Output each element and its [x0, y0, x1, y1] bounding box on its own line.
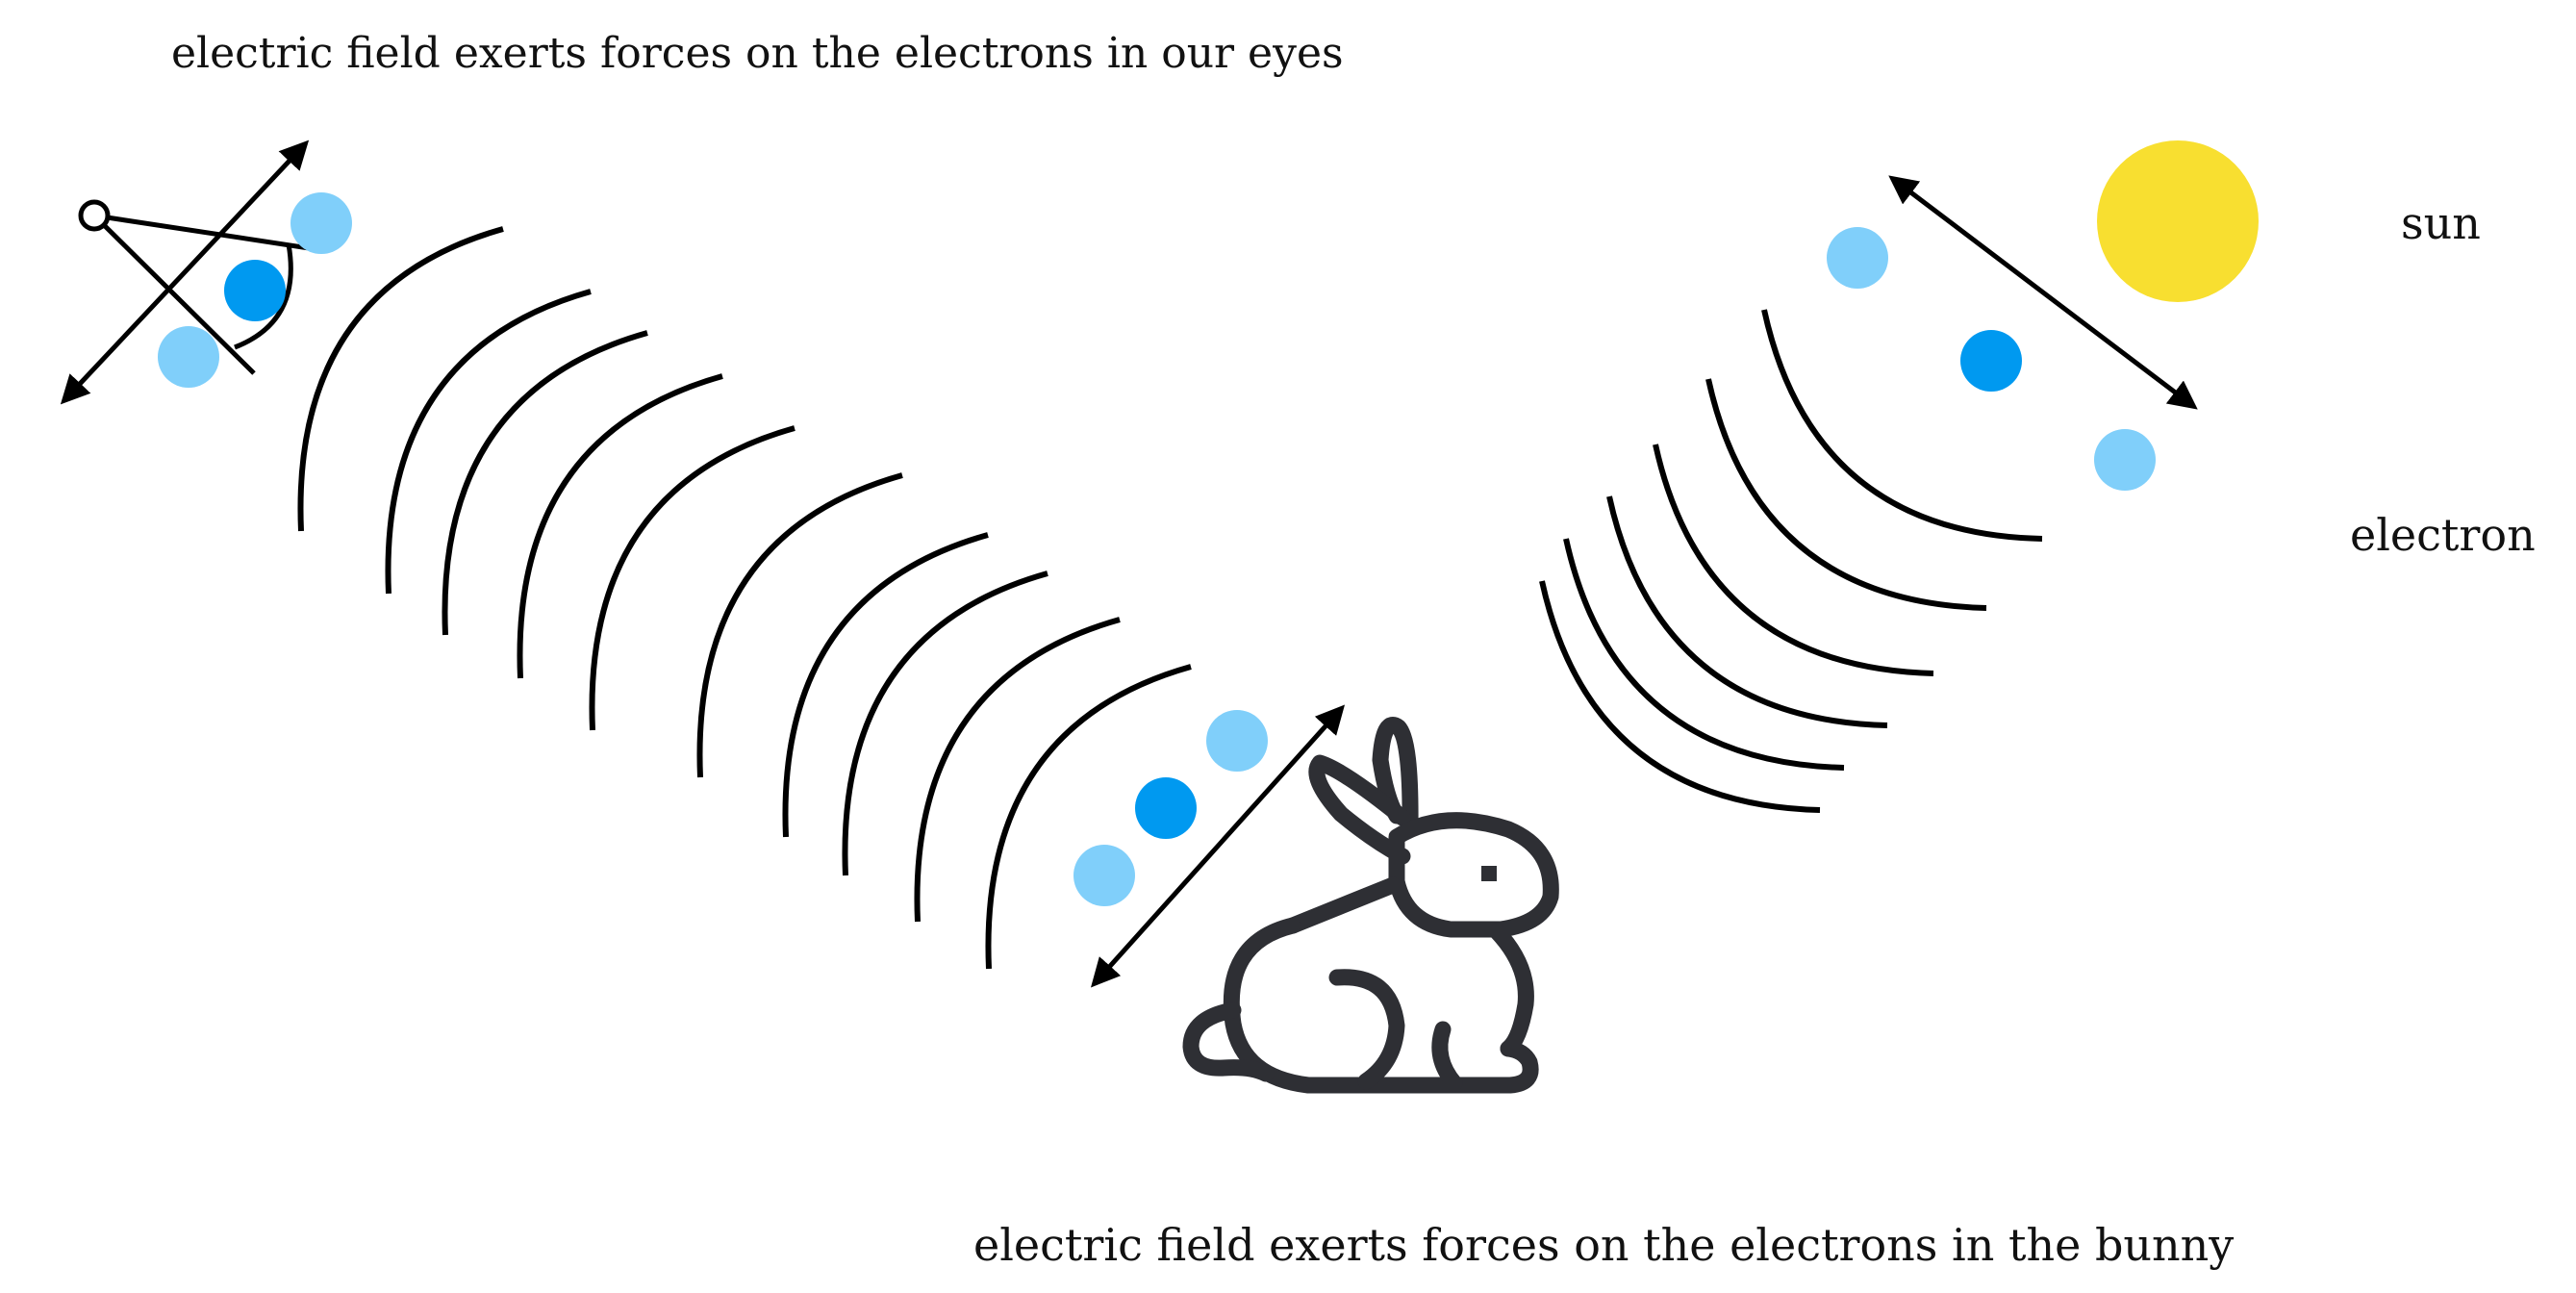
- electron-icon: [224, 260, 286, 321]
- wave-front: [696, 472, 903, 778]
- electron-icon: [1206, 710, 1268, 772]
- sun-icon: [2097, 140, 2259, 302]
- wave-front: [1761, 309, 2043, 542]
- electron-icon: [1135, 777, 1197, 839]
- electron-icon: [2094, 429, 2156, 491]
- sun-label: sun: [2401, 197, 2481, 249]
- wave-front: [1705, 378, 1987, 611]
- electron-icon: [290, 192, 352, 254]
- wave-front: [1606, 495, 1888, 728]
- wave-front: [385, 289, 592, 595]
- sun-electron-group: [1827, 227, 2156, 491]
- wave-front: [297, 226, 504, 532]
- eye-electron-group: [158, 192, 352, 388]
- eyes-caption: electric field exerts forces on the elec…: [171, 29, 1344, 78]
- wave-front: [1653, 444, 1934, 676]
- sun-to-bunny-waves: [1539, 309, 2043, 813]
- bunny-eye-icon: [1481, 866, 1497, 881]
- electron-icon: [1960, 330, 2022, 392]
- electron-icon: [1827, 227, 1888, 289]
- wave-front: [782, 532, 989, 838]
- eye-electron-double-arrow-icon: [60, 139, 310, 405]
- wave-front: [842, 570, 1048, 876]
- wave-front: [517, 373, 723, 679]
- electron-label: electron: [2350, 509, 2536, 561]
- electron-icon: [1073, 845, 1135, 906]
- wave-front: [985, 664, 1192, 970]
- wave-front: [1563, 538, 1845, 771]
- bunny-caption: electric field exerts forces on the elec…: [973, 1219, 2234, 1271]
- wave-front: [914, 617, 1121, 923]
- wave-front: [442, 330, 648, 636]
- bunny-to-eye-waves: [297, 226, 1192, 970]
- bunny-icon: [1182, 717, 1559, 1094]
- bunny-electron-double-arrow-icon: [1090, 704, 1346, 988]
- eye-pupil-icon: [78, 199, 111, 232]
- bunny-electron-group: [1073, 710, 1268, 906]
- electron-icon: [158, 326, 219, 388]
- wave-front: [1539, 580, 1821, 813]
- sun-electron-double-arrow-icon: [1888, 175, 2198, 410]
- wave-front: [589, 425, 796, 731]
